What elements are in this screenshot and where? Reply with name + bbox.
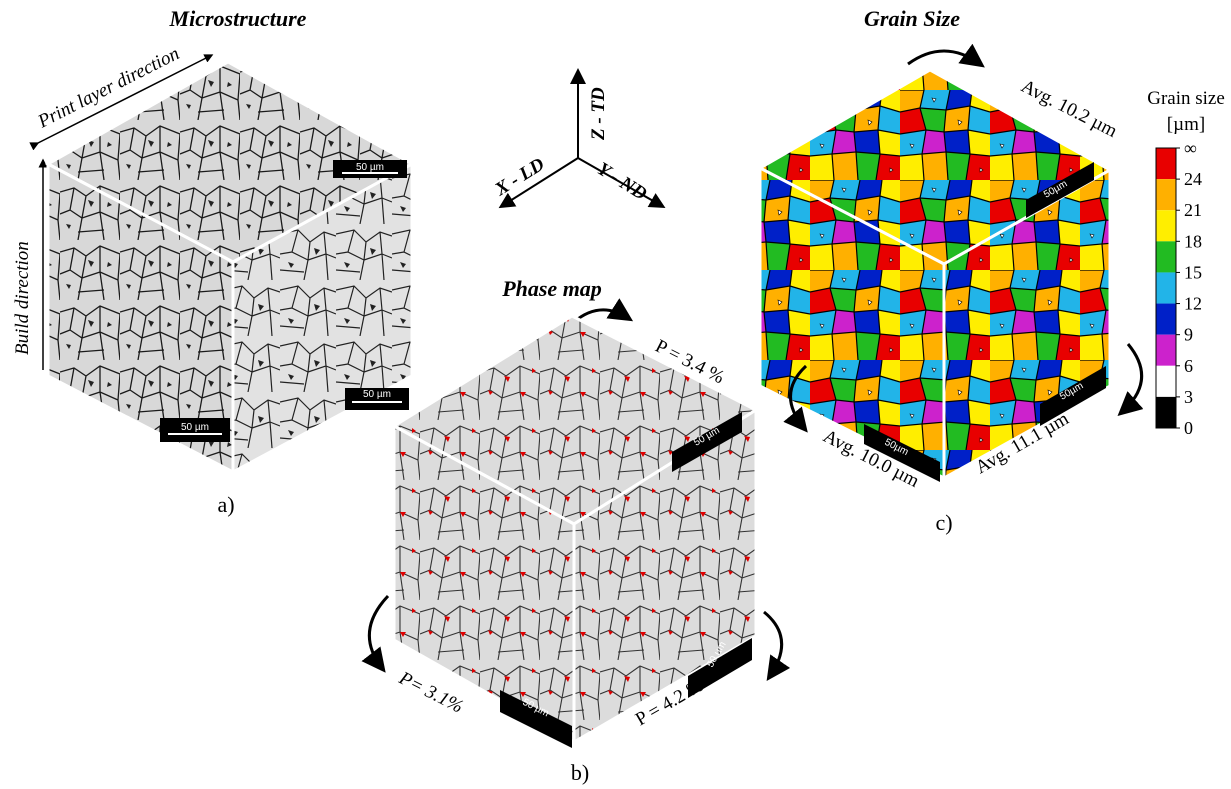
coordinate-axes: Z - TD X - LD Y - ND [491,68,666,209]
x-axis-arrow [498,157,579,209]
colorbar-swatch [1156,272,1176,304]
colorbar-tick-label: 24 [1184,169,1202,189]
colorbar-swatch [1156,334,1176,366]
scale-bar-a-right: 50 µm [345,388,409,410]
colorbar-tick-label: 3 [1184,387,1193,407]
colorbar-tick-label: 0 [1184,418,1193,438]
panel-a-title: Microstructure [169,6,307,31]
panel-c-title: Grain Size [864,6,960,31]
colorbar-frame [1155,147,1177,429]
panel-c: Grain Size Avg. 10.2 µm 50µm 50µm 50µm A… [756,6,1144,535]
colorbar-swatch [1156,210,1176,242]
colorbar-swatch [1156,303,1176,335]
panel-b-title: Phase map [501,276,602,301]
colorbar-unit: [µm] [1167,114,1205,135]
colorbar-tick-label: 12 [1184,294,1202,314]
colorbar-swatch [1156,148,1176,180]
colorbar-ticks: ∞ 24 21 18 15 12 9 6 3 0 [1176,138,1202,438]
print-layer-arrow [29,54,214,151]
scale-bar-a-top-label: 50 µm [356,162,384,173]
scale-bar-a-top: 50 µm [333,160,407,178]
y-axis-label: Y - ND [593,158,650,205]
caption-b: b) [571,760,589,785]
arrow-c-top [907,43,985,68]
scale-bar-a-left: 50 µm [160,418,230,442]
colorbar-tick-label: 9 [1184,325,1193,345]
build-direction-label: Build direction [12,241,33,355]
colorbar-tick-label: 21 [1184,200,1202,220]
arrow-b-right [763,610,791,681]
scale-bar-a-left-label: 50 µm [181,422,209,433]
arrow-c-left [783,364,808,433]
colorbar-tick-label: 15 [1184,262,1202,282]
colorbar-swatch [1156,396,1176,428]
panel-a: Microstructure Print layer direction Bui… [12,6,416,517]
z-axis-label: Z - TD [588,87,609,141]
colorbar-title: Grain size [1147,88,1225,109]
arrow-b-left [361,594,390,673]
caption-c: c) [935,510,952,535]
caption-a: a) [217,492,234,517]
scale-bar-a-right-label: 50 µm [363,389,391,400]
colorbar-swatches [1156,148,1176,428]
colorbar-swatch [1156,241,1176,273]
colorbar-tick-label: 18 [1184,231,1202,251]
colorbar-swatch [1156,179,1176,211]
grain-size-colorbar: Grain size [µm] ∞ 24 21 18 15 12 9 6 3 0 [1147,88,1225,438]
colorbar-tick-label: ∞ [1184,138,1197,158]
colorbar-swatch [1156,365,1176,397]
panel-b: Phase map P = 3.4 % 50 µm 50 µm 50 µm P=… [361,276,791,785]
y-axis-arrow [577,157,666,208]
colorbar-tick-label: 6 [1184,356,1193,376]
arrow-c-right [1117,343,1144,416]
